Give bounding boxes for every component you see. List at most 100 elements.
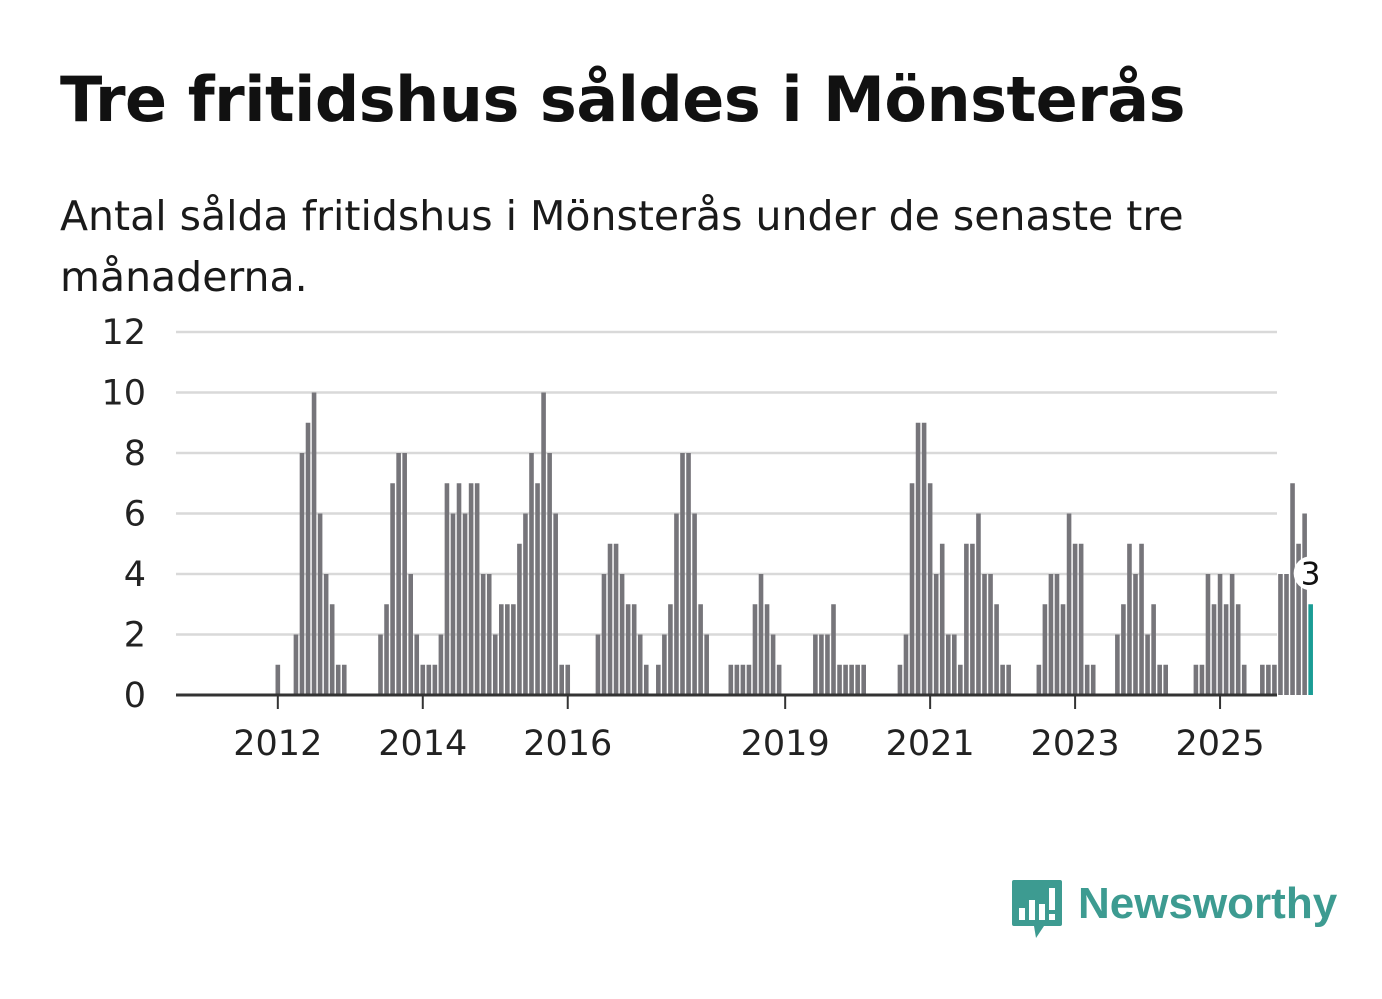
bar [831, 604, 836, 695]
bar-highlight [1308, 604, 1313, 695]
highlight-label-bg [1293, 556, 1328, 591]
x-tick-label-2021: 2021 [886, 724, 975, 764]
bar [468, 483, 474, 695]
bar [692, 513, 697, 695]
bar [770, 634, 776, 695]
bar [1302, 513, 1307, 695]
bar [305, 422, 311, 695]
bar [837, 664, 842, 695]
bar [825, 634, 830, 695]
bar [643, 664, 649, 695]
bar [462, 513, 468, 695]
bar [335, 664, 341, 695]
bar [704, 634, 709, 695]
gridlines [176, 330, 1277, 636]
bar [1127, 543, 1132, 695]
bar [1078, 543, 1084, 695]
bar [1163, 664, 1168, 695]
bar [1290, 483, 1295, 695]
chart-title: Tre fritidshus såldes i Mönsterås [60, 63, 1186, 136]
bar [668, 604, 673, 695]
bar [311, 392, 317, 695]
bar [438, 634, 444, 695]
bar [631, 604, 637, 695]
bar [1284, 574, 1289, 695]
y-tick-label-4: 4 [124, 555, 146, 595]
bar [390, 483, 395, 695]
bar [1205, 574, 1211, 695]
newsworthy-logo-text: Newsworthy [1078, 879, 1338, 928]
bar [909, 483, 915, 695]
bar [1000, 664, 1005, 695]
x-tick-label-2025: 2025 [1176, 724, 1265, 764]
bar [1211, 604, 1217, 695]
bar [474, 483, 480, 695]
bar [547, 453, 552, 695]
bar [1139, 543, 1144, 695]
bar [408, 574, 413, 695]
bar [819, 634, 824, 695]
bar [329, 604, 335, 695]
bar [752, 604, 758, 695]
bar [299, 453, 305, 695]
y-tick-label-0: 0 [124, 676, 146, 716]
bar [1151, 604, 1156, 695]
bar [855, 664, 860, 695]
bar [1223, 604, 1229, 695]
bar [275, 664, 281, 695]
bar [1066, 513, 1072, 695]
bar [758, 574, 764, 695]
bar [1133, 574, 1138, 695]
bar [317, 513, 323, 695]
bar [927, 483, 933, 695]
bar [613, 543, 619, 695]
bar [1115, 634, 1120, 695]
bars [275, 392, 1313, 695]
bar [341, 664, 347, 695]
y-axis-tick-labels: 0 2 4 6 8 10 12 [101, 313, 146, 716]
bar [1235, 604, 1241, 695]
bar [952, 634, 957, 695]
x-tick-label-2019: 2019 [741, 724, 830, 764]
bar [964, 543, 969, 695]
bar [444, 483, 450, 695]
bar [565, 664, 571, 695]
x-axis-ticks: 2012 2014 2016 2019 2021 2023 2025 [233, 695, 1265, 764]
bar [1072, 543, 1078, 695]
bar [1048, 574, 1054, 695]
bar [843, 664, 848, 695]
bar [1121, 604, 1126, 695]
bar [1006, 664, 1011, 695]
bar [698, 604, 703, 695]
bar [994, 604, 999, 695]
bar [915, 422, 921, 695]
bar [492, 634, 498, 695]
x-tick-label-2014: 2014 [378, 724, 467, 764]
y-tick-label-8: 8 [124, 434, 146, 474]
y-tick-label-6: 6 [124, 495, 146, 535]
bar [921, 422, 927, 695]
bar [1229, 574, 1235, 695]
bar [384, 604, 389, 695]
bar [849, 664, 854, 695]
bar [1036, 664, 1042, 695]
bar [686, 453, 691, 695]
bar [970, 543, 975, 695]
bar [1296, 543, 1301, 695]
newsworthy-logo-icon [1012, 880, 1062, 938]
y-tick-label-2: 2 [124, 616, 146, 656]
bar [529, 453, 534, 695]
x-tick-label-2016: 2016 [523, 724, 612, 764]
bar [1042, 604, 1048, 695]
bar [1199, 664, 1205, 695]
bar [607, 543, 613, 695]
bar [432, 664, 438, 695]
bar [897, 664, 903, 695]
bar [813, 634, 818, 695]
bar [541, 392, 546, 695]
bar [982, 574, 987, 695]
bar [480, 574, 486, 695]
bar [1266, 664, 1271, 695]
bar [674, 513, 679, 695]
y-tick-label-10: 10 [101, 374, 146, 414]
